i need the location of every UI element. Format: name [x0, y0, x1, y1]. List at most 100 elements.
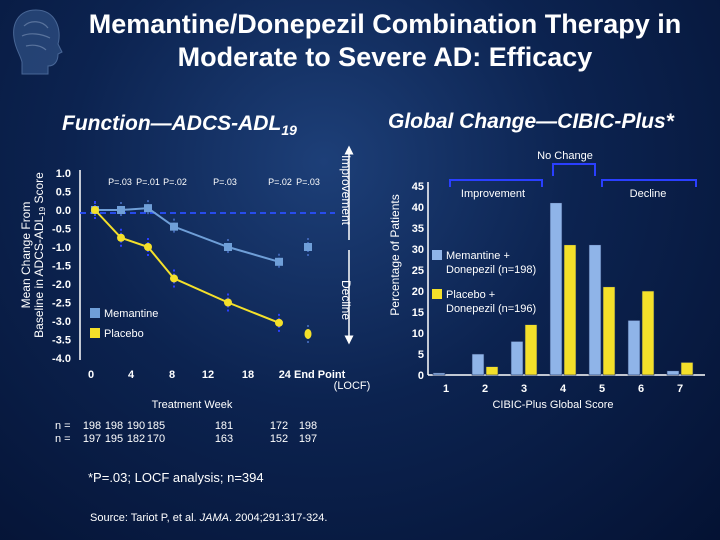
adl-ytick-label: 0.0	[56, 205, 71, 217]
function-heading-subscript: 19	[281, 122, 297, 139]
adl-decline-label: Decline	[339, 280, 353, 320]
cibic-bar-placebo-4	[563, 244, 577, 376]
adl-point-memantine	[170, 222, 178, 231]
adl-ytick-label: -3.5	[52, 335, 71, 347]
adl-ylabel-line-1: Mean Change From	[19, 202, 33, 309]
cibic-ytick-label: 30	[412, 244, 424, 256]
adl-ytick-label: -1.0	[52, 242, 71, 254]
n-placebo-value: 170	[147, 433, 165, 445]
adl-point-placebo	[275, 318, 283, 327]
cibic-ytick-label: 40	[412, 202, 424, 214]
cibic-ylabel: Percentage of Patients	[388, 194, 402, 315]
adl-y-ticks: 1.0 0.5 0.0 -0.5 -1.0 -1.5 -2.0 -2.5 -3.0 -3.5 -4.…	[52, 168, 71, 365]
adl-point-placebo	[224, 298, 232, 307]
adl-endpoint-memantine	[304, 243, 312, 251]
adl-series	[91, 200, 312, 343]
legend-placebo-label: Placebo	[104, 328, 144, 340]
adl-xtick-label: 0	[88, 369, 94, 381]
footnote: *P=.03; LOCF analysis; n=394	[88, 470, 264, 485]
brain-head-icon	[13, 9, 63, 75]
legend-mem-don-line-2: Donepezil (n=198)	[446, 264, 536, 276]
adl-ylabel-subscript: 19	[38, 206, 47, 215]
adl-ylabel-line-2: Baseline in ADCS-ADL19 Score	[32, 172, 47, 338]
adl-ylabel-end: Score	[32, 172, 46, 207]
adl-xtick-label: 8	[169, 369, 175, 381]
source-journal: JAMA	[199, 512, 229, 524]
legend-pla-don-line-1: Placebo +	[446, 289, 495, 301]
legend-pla-don-line-2: Donepezil (n=196)	[446, 303, 536, 315]
cibic-ytick-label: 45	[412, 181, 424, 193]
cibic-xtick-label: 5	[599, 383, 605, 395]
cibic-ytick-label: 25	[412, 265, 424, 277]
adl-xtick-label: 18	[242, 369, 254, 381]
cibic-bar-memantine-1	[432, 372, 446, 376]
n-memantine-value: 172	[270, 420, 288, 432]
adl-xtick-label: 4	[128, 369, 135, 381]
adl-p-value: P=.03	[296, 177, 320, 187]
legend-memantine-swatch	[90, 308, 100, 318]
adl-endpoint-placebo	[304, 328, 312, 339]
adl-ytick-label: 0.5	[56, 187, 71, 199]
source-suffix: . 2004;291:317-324.	[229, 512, 328, 524]
adl-ytick-label: -2.5	[52, 298, 71, 310]
adl-point-memantine	[117, 206, 125, 214]
no-change-bracket	[552, 163, 596, 176]
n-memantine-value: 198	[299, 420, 317, 432]
cibic-bar-memantine-3	[510, 341, 524, 376]
cibic-ytick-label: 5	[418, 349, 424, 361]
adl-ytick-label: -1.5	[52, 261, 71, 273]
cibic-improvement-bracket	[449, 179, 543, 187]
cibic-xtick-label: 2	[482, 383, 488, 395]
adl-xlabel: Treatment Week	[152, 399, 233, 411]
cibic-ytick-label: 0	[418, 370, 424, 382]
legend-memantine-label: Memantine	[104, 308, 158, 320]
legend-pla-don-swatch	[432, 289, 442, 299]
slide-title-line-1: Memantine/Donepezil Combination Therapy …	[88, 9, 682, 39]
cibic-bar-memantine-5	[588, 244, 602, 376]
adl-p-value: P=.01	[136, 177, 160, 187]
adl-series-line-placebo	[94, 209, 280, 324]
legend-mem-don-swatch	[432, 250, 442, 260]
slide-title: Memantine/Donepezil Combination Therapy …	[60, 8, 710, 74]
function-heading-text: Function—ADCS-ADL	[62, 112, 282, 135]
n-memantine-value: 198	[105, 420, 123, 432]
cibic-xtick-label: 7	[677, 383, 683, 395]
cibic-bar-placebo-3	[524, 324, 538, 376]
slide-title-line-2: Moderate to Severe AD: Efficacy	[177, 42, 593, 72]
adl-point-placebo	[91, 206, 99, 214]
cibic-bar-placebo-7	[680, 362, 694, 376]
adl-p-value: P=.03	[108, 177, 132, 187]
adl-ytick-label: 1.0	[56, 168, 71, 180]
n-placebo-value: 152	[270, 433, 288, 445]
adl-point-placebo	[170, 274, 178, 283]
cibic-bar-memantine-6	[627, 320, 641, 376]
adl-point-placebo	[144, 243, 152, 251]
adl-point-memantine	[275, 257, 283, 266]
adl-p-values: P=.03 P=.01 P=.02 P=.03 P=.02 P=.03	[108, 177, 320, 187]
adl-ytick-label: -2.0	[52, 279, 71, 291]
n-memantine-value: 185	[147, 420, 165, 432]
cibic-improvement-label: Improvement	[461, 188, 525, 200]
cibic-bar-memantine-2	[471, 353, 485, 376]
n-placebo-value: 163	[215, 433, 233, 445]
source-citation: Source: Tariot P, et al. JAMA. 2004;291:…	[90, 512, 327, 524]
adl-xtick-locf: (LOCF)	[334, 380, 371, 392]
cibic-ytick-label: 20	[412, 286, 424, 298]
cibic-bars	[432, 202, 694, 376]
n-memantine-value: 181	[215, 420, 233, 432]
cibic-x-ticks: 1 2 3 4 5 6 7	[443, 383, 683, 395]
global-change-heading: Global Change—CIBIC-Plus*	[388, 110, 674, 133]
adl-xtick-label: 12	[202, 369, 214, 381]
adl-line-chart: Mean Change From Baseline in ADCS-ADL19 …	[19, 145, 371, 445]
cibic-y-ticks: 0 5 10 15 20 25 30 35 40 45	[412, 181, 424, 382]
source-prefix: Source: Tariot P, et al.	[90, 512, 200, 524]
adl-p-value: P=.02	[268, 177, 292, 187]
cibic-xtick-label: 4	[560, 383, 567, 395]
adl-point-memantine	[224, 243, 232, 251]
cibic-ytick-label: 10	[412, 328, 424, 340]
cibic-decline-bracket	[601, 179, 697, 187]
cibic-bar-placebo-5	[602, 286, 616, 376]
n-placebo-value: 197	[299, 433, 317, 445]
n-memantine-value: 190	[127, 420, 145, 432]
